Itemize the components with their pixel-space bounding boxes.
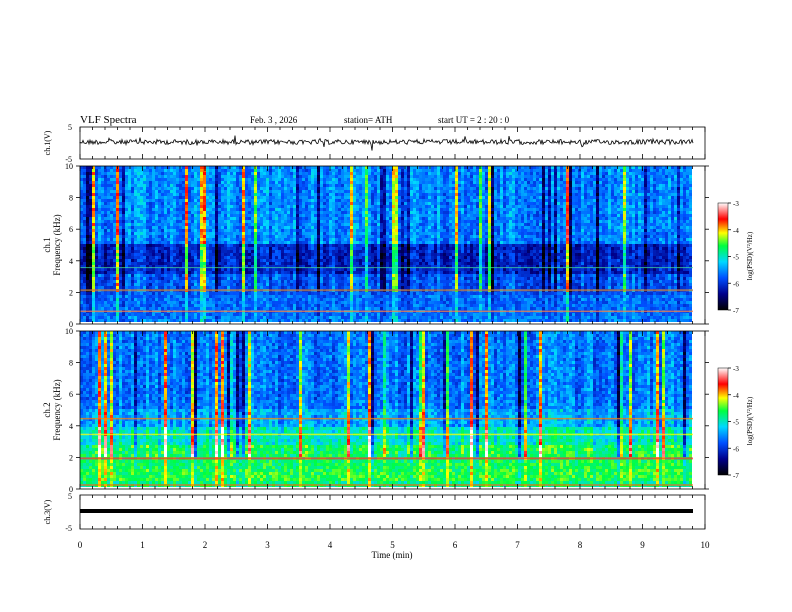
x-tick-label-5: 5	[390, 540, 395, 550]
x-tick-label-2: 2	[203, 540, 208, 550]
ch2-colorbar	[718, 368, 728, 475]
ch1-colorbar-tick-label: -5	[733, 254, 739, 262]
ch2-colorbar-tick-label: -5	[733, 419, 739, 427]
x-tick-label-0: 0	[78, 540, 83, 550]
ch2-spectrogram-ytick-label: 2	[69, 453, 73, 462]
ch2-spectrogram-ytick-label: 10	[65, 327, 73, 336]
ch1-spectrogram-ytick-label: 8	[69, 194, 73, 203]
figure-title: VLF Spectra	[80, 114, 137, 126]
ch2-colorbar-tick-label: -7	[733, 472, 739, 480]
ch1-spectrogram-ytick-label: 6	[69, 225, 73, 234]
ch1-waveform-panel: 5 -5 ch.1(V)	[43, 123, 705, 164]
start-time-label: start UT = 2 : 20 : 0	[438, 115, 510, 125]
x-tick-label-7: 7	[515, 540, 520, 550]
ch3-waveform-ylabel: ch.3(V)	[43, 499, 52, 524]
ch1-spectrogram-ytick-label: 10	[65, 162, 73, 171]
x-tick-label-9: 9	[640, 540, 645, 550]
ch2-colorbar-tick-label: -6	[733, 445, 739, 453]
x-tick-label-4: 4	[328, 540, 333, 550]
ch1-ytick-top: 5	[68, 123, 72, 132]
ch1-colorbar-tick-label: -7	[733, 307, 739, 315]
x-tick-label-8: 8	[578, 540, 583, 550]
x-axis-label: Time (min)	[372, 550, 413, 560]
ch1-spectrogram-image	[80, 166, 705, 324]
x-tick-label-3: 3	[265, 540, 270, 550]
ch1-colorbar-label: log(PSD)(V²/Hz)	[746, 231, 754, 280]
ch2-colorbar-tick-label: -3	[733, 365, 739, 373]
ch3-ytick-top: 5	[68, 492, 72, 501]
x-tick-label-10: 10	[701, 540, 711, 550]
ch1-spectrogram-ylabel-2: Frequency (kHz)	[52, 214, 62, 275]
x-tick-label-1: 1	[140, 540, 145, 550]
ch1-waveform-line	[80, 136, 693, 151]
ch1-colorbar-tick-label: -3	[733, 200, 739, 208]
ch1-spectrogram-ytick-label: 4	[69, 257, 73, 266]
ch2-spectrogram-ylabel-1: ch.2	[42, 402, 52, 417]
x-tick-label-6: 6	[453, 540, 458, 550]
ch2-spectrogram-image	[80, 331, 705, 489]
date-label: Feb. 3 , 2026	[250, 115, 298, 125]
ch1-colorbar-tick-label: -4	[733, 227, 739, 235]
ch1-spectrogram-ytick-label: 2	[69, 288, 73, 297]
ch3-ytick-bottom: -5	[65, 524, 72, 533]
ch2-colorbar-tick-label: -4	[733, 392, 739, 400]
ch2-spectrogram-ytick-label: 4	[69, 422, 73, 431]
ch2-spectrogram-ylabel-2: Frequency (kHz)	[52, 379, 62, 440]
ch1-colorbar-tick-label: -6	[733, 280, 739, 288]
ch2-spectrogram-ytick-label: 8	[69, 359, 73, 368]
station-label: station= ATH	[344, 115, 393, 125]
ch2-colorbar-label: log(PSD)(V²/Hz)	[746, 396, 754, 445]
ch1-waveform-ylabel: ch.1(V)	[43, 130, 52, 155]
ch1-spectrogram-ylabel-1: ch.1	[42, 237, 52, 252]
ch3-waveform-panel: 5 -5 ch.3(V) 0 1 2 3 4 5 6 7 8 9 10 Time (min)	[43, 492, 710, 560]
ch2-spectrogram-ytick-label: 6	[69, 390, 73, 399]
ch1-colorbar	[718, 203, 728, 310]
